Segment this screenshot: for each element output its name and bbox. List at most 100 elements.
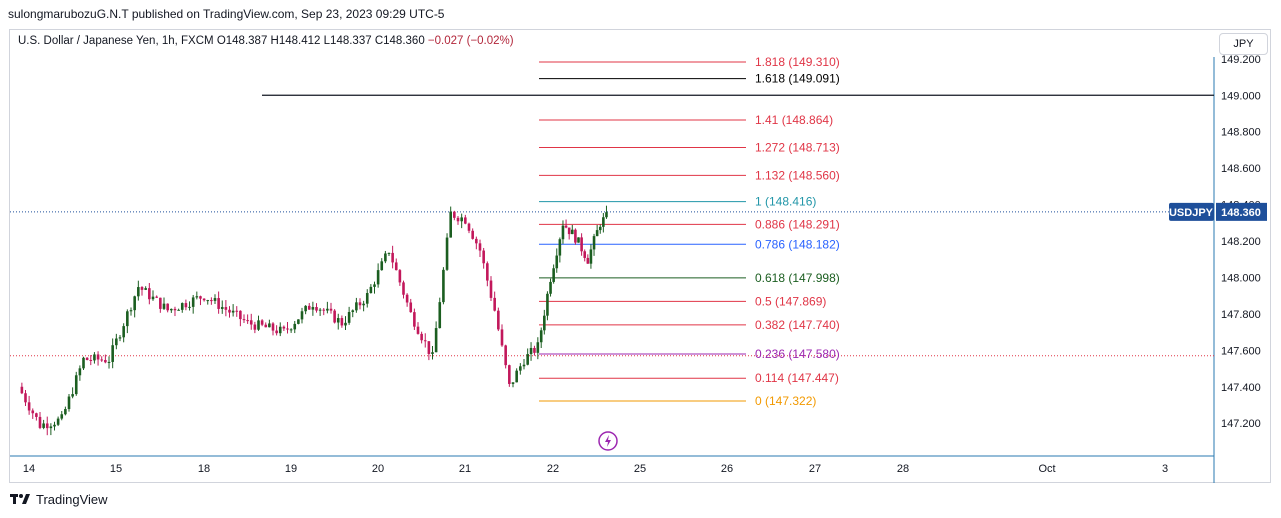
- open-value: 148.387: [225, 35, 268, 47]
- fib-level-label: 1.618 (149.091): [755, 72, 840, 86]
- candle-body: [249, 320, 253, 325]
- publisher-line: sulongmarubozuG.N.T published on Trading…: [8, 7, 445, 21]
- candle-body: [42, 423, 45, 428]
- candle-body: [293, 323, 297, 330]
- candle-body: [111, 345, 114, 362]
- candle-body: [427, 341, 431, 354]
- candle-body: [49, 426, 53, 429]
- candle-body: [533, 347, 536, 353]
- candle-body: [431, 352, 434, 354]
- candle-body: [104, 359, 107, 363]
- fib-level-label: 1.818 (149.310): [755, 55, 840, 69]
- x-tick-label: 19: [285, 463, 297, 475]
- candle-body: [373, 284, 376, 287]
- candle-body: [71, 394, 74, 397]
- candle-body: [300, 311, 304, 320]
- candle-body: [126, 311, 129, 327]
- legend-ohlc: U.S. Dollar / Japanese Yen, 1h, FXCM O14…: [18, 35, 514, 47]
- x-tick-label: 21: [459, 463, 471, 475]
- candle-body: [74, 375, 78, 395]
- candle-body: [589, 249, 593, 264]
- candle-body: [38, 416, 42, 428]
- candle-body: [210, 300, 213, 302]
- candle-body: [184, 303, 188, 308]
- candle-body: [20, 386, 24, 394]
- x-tick-label: 18: [198, 463, 210, 475]
- candle-body: [380, 261, 384, 271]
- candle-body: [519, 366, 522, 371]
- close-value: 148.360: [383, 35, 425, 47]
- candle-body: [93, 354, 96, 361]
- candle-body: [442, 269, 445, 303]
- candle-body: [391, 252, 394, 263]
- candle-body: [271, 323, 275, 331]
- candle-body: [467, 223, 471, 231]
- candle-body: [246, 320, 249, 322]
- candle-body: [460, 217, 463, 222]
- candle-body: [220, 307, 224, 309]
- candle-body: [515, 370, 518, 383]
- candle-body: [592, 236, 596, 250]
- candle-body: [195, 296, 199, 298]
- candle-body: [347, 312, 351, 323]
- chart-frame: [9, 29, 1271, 483]
- candle-body: [489, 280, 493, 298]
- x-tick-label: 26: [721, 463, 733, 475]
- x-tick-label: 3: [1162, 463, 1168, 475]
- candle-body: [526, 354, 529, 365]
- candle-body: [242, 319, 246, 321]
- candle-body: [362, 303, 365, 306]
- candle-body: [191, 297, 195, 307]
- last-price-label: 148.360: [1221, 207, 1261, 219]
- candle-body: [297, 319, 300, 324]
- candle-body: [358, 302, 362, 306]
- candle-body: [539, 330, 543, 343]
- footer-brand-label: TradingView: [36, 492, 108, 507]
- candle-body: [235, 310, 239, 312]
- candle-body: [217, 298, 220, 309]
- candle-body: [64, 409, 67, 415]
- candle-body: [500, 329, 504, 346]
- candle-body: [85, 357, 89, 360]
- currency-button[interactable]: JPY: [1219, 33, 1268, 55]
- candle-body: [307, 305, 311, 310]
- candle-body: [555, 255, 559, 269]
- candle-body: [586, 257, 590, 264]
- candle-body: [260, 320, 264, 325]
- fib-level-label: 1 (148.416): [755, 195, 816, 209]
- candle-body: [159, 297, 162, 309]
- candle-body: [60, 414, 64, 419]
- candle-body: [333, 310, 336, 323]
- candle-body: [580, 237, 583, 252]
- x-tick-label: 25: [634, 463, 646, 475]
- change-value: −0.027 (−0.02%): [427, 35, 514, 47]
- symbol-badge-label: USDJPY: [1169, 207, 1214, 219]
- candle-body: [543, 315, 546, 331]
- candle-body: [598, 226, 602, 231]
- candle-body: [35, 413, 38, 417]
- candle-body: [166, 303, 169, 311]
- candle-body: [413, 312, 416, 327]
- low-value: 148.337: [330, 35, 372, 47]
- candle-body: [162, 303, 166, 309]
- candle-body: [577, 237, 580, 243]
- fib-level-label: 1.272 (148.713): [755, 141, 840, 155]
- candle-body: [567, 227, 571, 235]
- candle-body: [129, 310, 133, 312]
- candle-body: [45, 423, 49, 429]
- candle-body: [170, 308, 173, 311]
- close-label: C: [374, 35, 384, 47]
- y-tick-label: 148.000: [1221, 272, 1261, 284]
- y-tick-label: 148.200: [1221, 236, 1261, 248]
- candle-body: [228, 309, 231, 313]
- candle-body: [409, 302, 413, 313]
- candle-body: [180, 303, 184, 310]
- candle-body: [369, 286, 373, 294]
- candle-body: [423, 340, 427, 342]
- candle-body: [583, 251, 587, 258]
- y-tick-label: 148.800: [1221, 127, 1261, 139]
- x-tick-label: 15: [110, 463, 122, 475]
- candle-body: [405, 294, 409, 303]
- fib-level-label: 0.5 (147.869): [755, 294, 826, 308]
